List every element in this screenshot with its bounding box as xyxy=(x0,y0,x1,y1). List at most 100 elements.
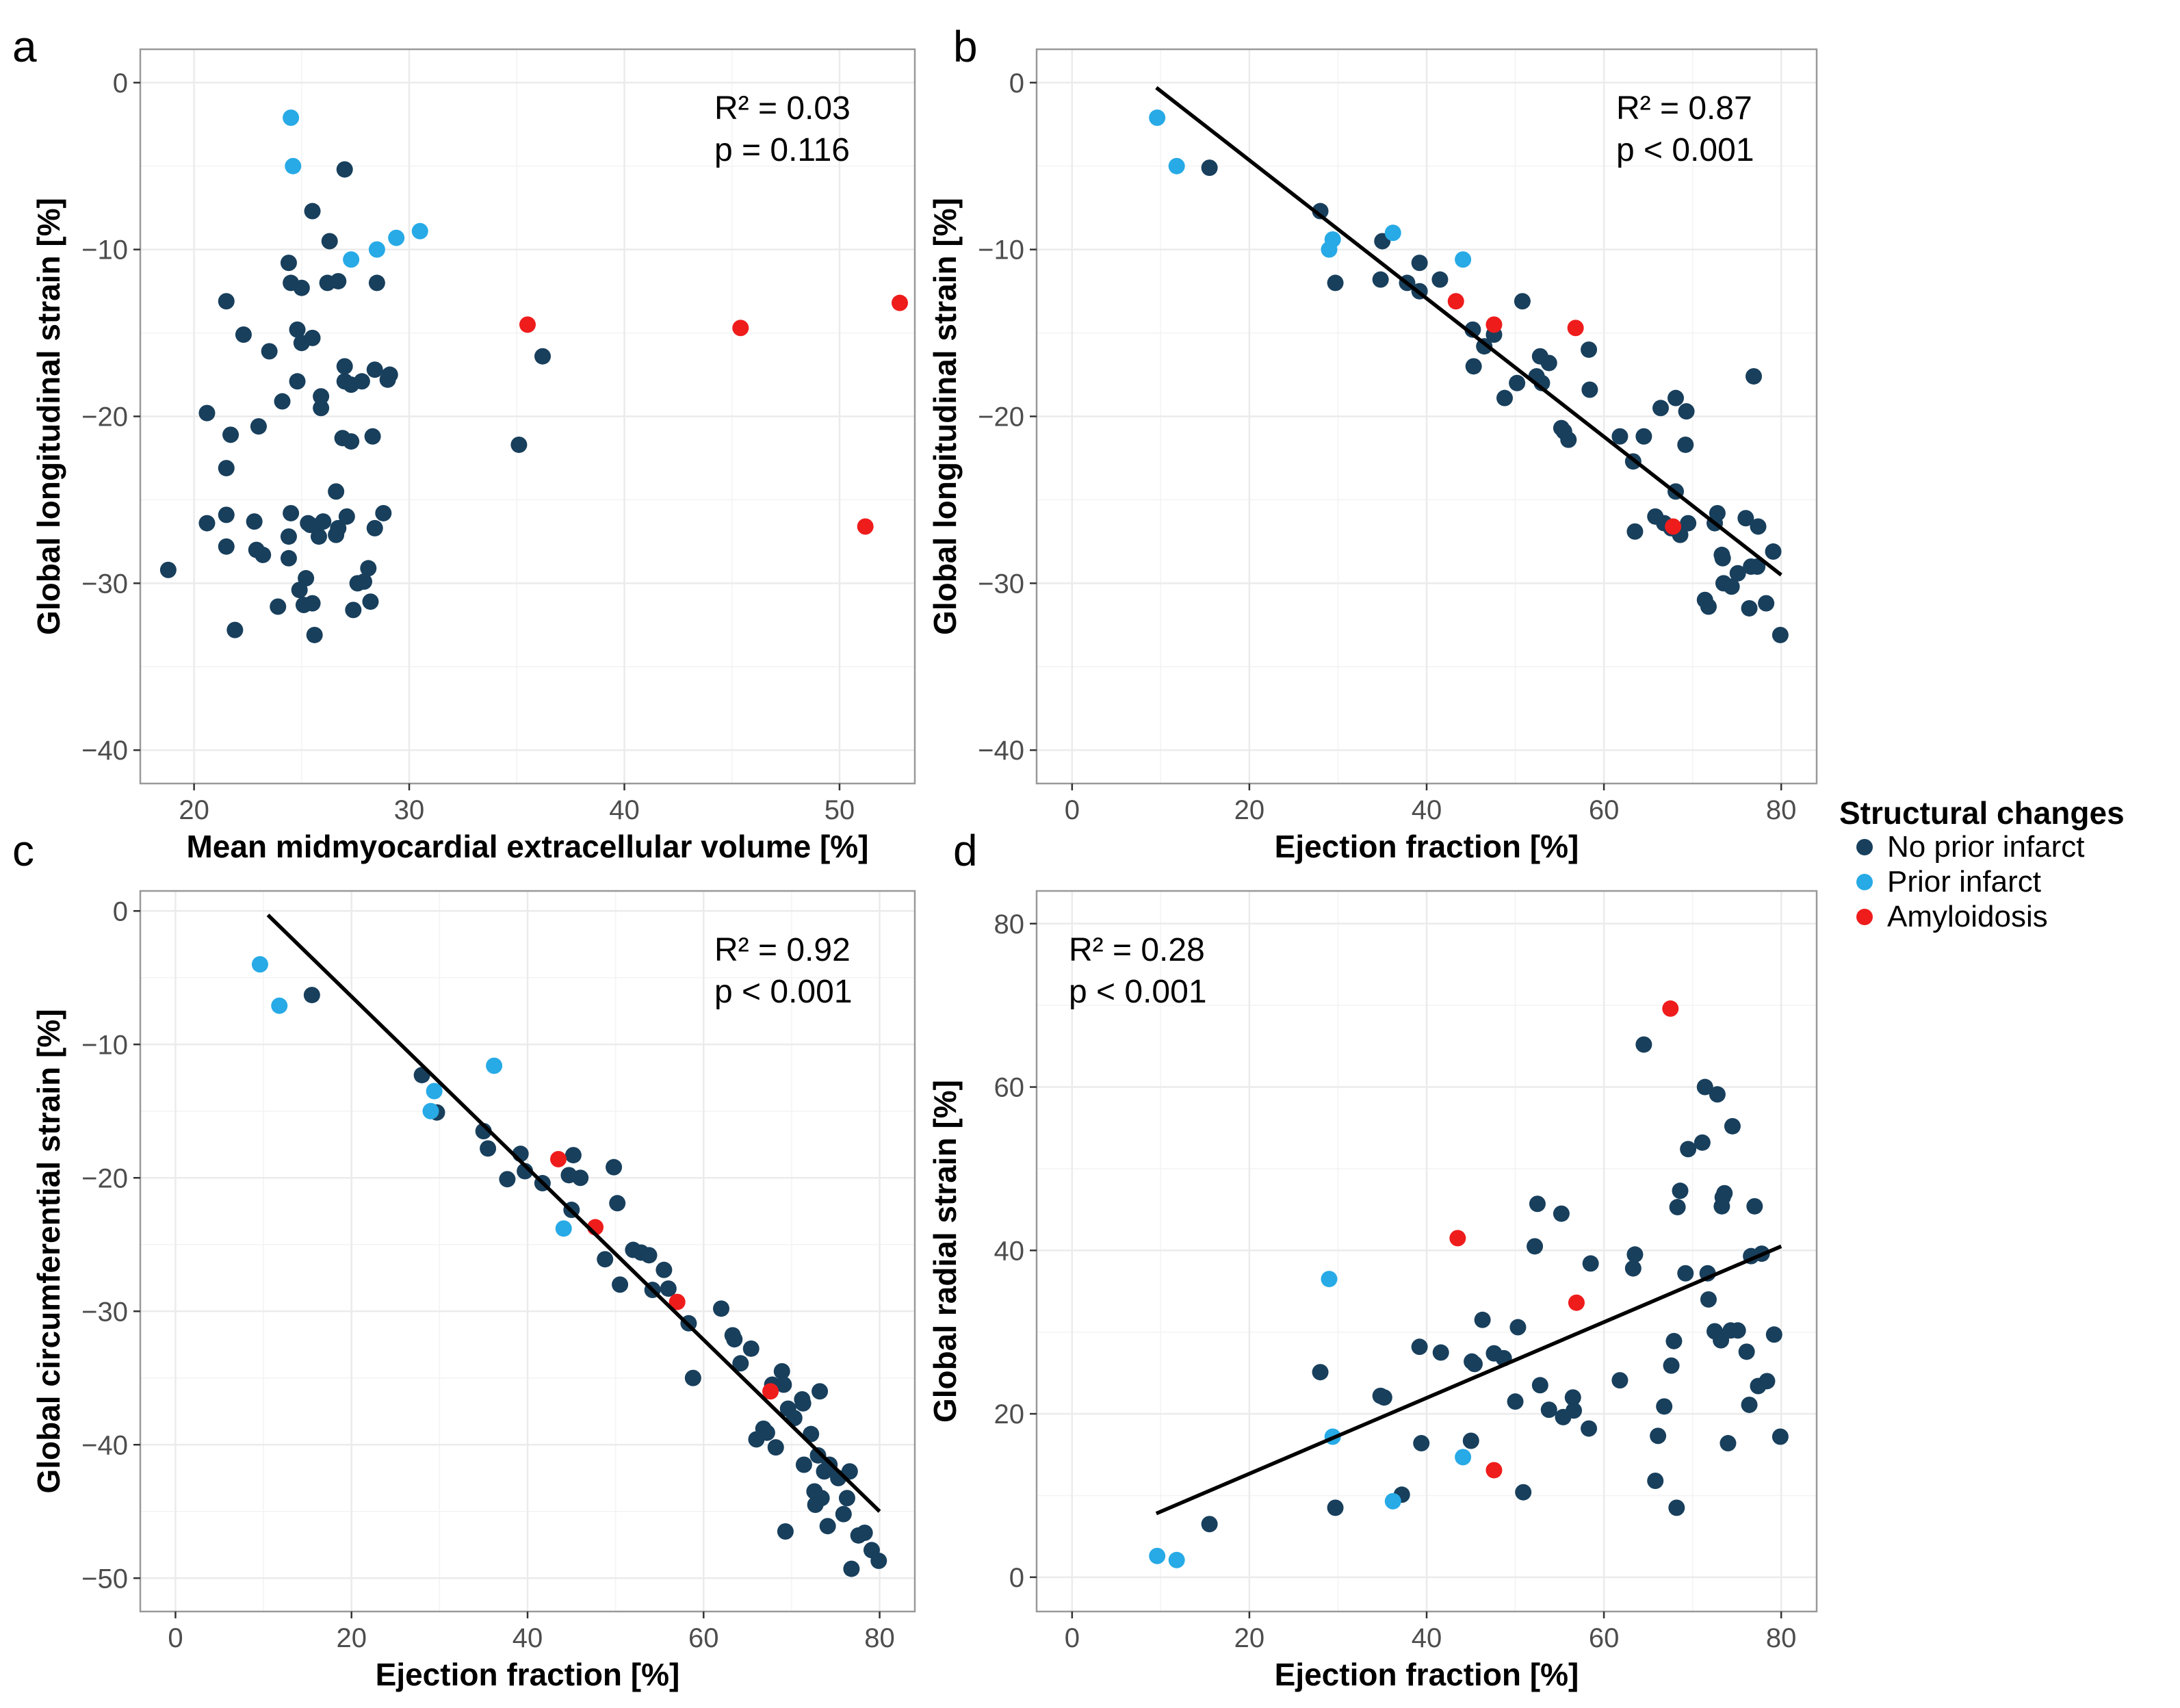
data-point-no-prior-infarct xyxy=(1668,389,1685,406)
data-point-no-prior-infarct xyxy=(343,433,360,450)
data-point-no-prior-infarct xyxy=(1696,1078,1713,1096)
x-tick-label: 0 xyxy=(1065,795,1080,825)
grid xyxy=(1037,891,1817,1612)
y-tick-label: 20 xyxy=(994,1399,1025,1429)
data-point-no-prior-infarct xyxy=(534,348,552,365)
data-point-amyloidosis xyxy=(762,1383,779,1400)
r-squared-label: R² = 0.87 xyxy=(1616,90,1752,127)
data-point-no-prior-infarct xyxy=(1375,1389,1392,1406)
data-point-no-prior-infarct xyxy=(1724,1117,1741,1135)
data-point-no-prior-infarct xyxy=(1611,428,1628,445)
x-tick-label: 0 xyxy=(1065,1623,1080,1653)
x-tick-label: 50 xyxy=(825,795,855,825)
data-point-no-prior-infarct xyxy=(280,255,297,272)
data-point-prior-infarct xyxy=(1149,109,1166,126)
x-tick-label: 40 xyxy=(512,1623,543,1653)
data-point-no-prior-infarct xyxy=(1327,1499,1344,1516)
data-point-no-prior-infarct xyxy=(1709,504,1726,521)
data-point-no-prior-infarct xyxy=(1432,1344,1449,1361)
data-point-no-prior-infarct xyxy=(364,428,381,445)
data-point-amyloidosis xyxy=(1449,1230,1466,1247)
data-point-no-prior-infarct xyxy=(835,1505,852,1523)
y-tick-label: 0 xyxy=(113,68,128,99)
data-point-no-prior-infarct xyxy=(1741,1396,1758,1413)
data-point-prior-infarct xyxy=(388,229,405,246)
x-tick-label: 20 xyxy=(1234,795,1265,825)
data-point-no-prior-infarct xyxy=(1466,1356,1483,1373)
data-point-no-prior-infarct xyxy=(606,1159,623,1176)
data-point-no-prior-infarct xyxy=(250,418,267,435)
data-point-no-prior-infarct xyxy=(510,436,528,453)
data-point-amyloidosis xyxy=(732,320,749,337)
regression-line xyxy=(266,914,881,1513)
data-point-no-prior-infarct xyxy=(218,506,235,523)
data-point-no-prior-infarct xyxy=(742,1340,760,1357)
data-point-no-prior-infarct xyxy=(684,1369,701,1386)
data-point-no-prior-infarct xyxy=(1462,1432,1479,1449)
data-point-no-prior-infarct xyxy=(218,460,235,477)
panel-letter: b xyxy=(953,22,978,71)
data-point-no-prior-infarct xyxy=(159,561,177,578)
p-value-label: p < 0.001 xyxy=(1069,974,1207,1010)
y-tick-label: 40 xyxy=(994,1236,1025,1266)
data-point-prior-infarct xyxy=(1384,1492,1401,1510)
data-point-no-prior-infarct xyxy=(1729,1322,1746,1339)
panel-a: a 20 30 40 50 0 −10 −20 −30 −40 Mean midmyocardial… xyxy=(12,22,916,864)
data-point-no-prior-infarct xyxy=(1624,1260,1642,1277)
y-axis-title: Global longitudinal strain [%] xyxy=(927,198,963,635)
data-point-no-prior-infarct xyxy=(1720,1435,1737,1452)
data-point-no-prior-infarct xyxy=(775,1376,792,1393)
data-point-no-prior-infarct xyxy=(841,1463,858,1480)
data-point-amyloidosis xyxy=(550,1150,567,1167)
data-point-no-prior-infarct xyxy=(330,519,347,536)
y-tick-label: −10 xyxy=(81,1030,128,1060)
x-tick-label: 20 xyxy=(1234,1623,1265,1653)
data-point-no-prior-infarct xyxy=(1582,1255,1599,1272)
data-point-no-prior-infarct xyxy=(1507,1393,1524,1410)
data-point-prior-infarct xyxy=(251,956,268,973)
data-point-no-prior-infarct xyxy=(313,400,330,417)
data-point-no-prior-infarct xyxy=(336,161,353,178)
data-point-no-prior-infarct xyxy=(777,1523,794,1540)
data-point-no-prior-infarct xyxy=(812,1383,829,1400)
data-point-no-prior-infarct xyxy=(660,1280,677,1297)
data-point-amyloidosis xyxy=(891,294,908,311)
x-tick-label: 30 xyxy=(394,795,425,825)
data-point-amyloidosis xyxy=(857,518,874,535)
data-point-amyloidosis xyxy=(1665,518,1682,535)
data-point-no-prior-infarct xyxy=(1540,354,1557,372)
data-point-no-prior-infarct xyxy=(1665,1332,1683,1349)
data-point-no-prior-infarct xyxy=(856,1524,873,1541)
data-point-no-prior-infarct xyxy=(360,560,377,577)
data-point-no-prior-infarct xyxy=(1677,436,1694,453)
data-point-no-prior-infarct xyxy=(843,1560,860,1577)
panel-letter: d xyxy=(953,826,978,875)
x-tick-label: 80 xyxy=(1766,1623,1797,1653)
data-point-no-prior-infarct xyxy=(1626,523,1644,540)
y-tick-label: 0 xyxy=(1009,1563,1024,1593)
data-point-no-prior-infarct xyxy=(1652,400,1669,417)
data-point-prior-infarct xyxy=(1168,157,1185,174)
data-point-no-prior-infarct xyxy=(499,1171,516,1188)
data-point-no-prior-infarct xyxy=(1650,1427,1667,1445)
y-tick-label: −30 xyxy=(978,569,1024,599)
data-point-amyloidosis xyxy=(519,316,536,333)
data-point-no-prior-infarct xyxy=(1741,599,1758,617)
data-point-no-prior-infarct xyxy=(368,274,385,292)
y-tick-label: 80 xyxy=(994,909,1025,940)
y-tick-label: −50 xyxy=(81,1564,128,1594)
grid xyxy=(140,49,915,784)
data-point-no-prior-infarct xyxy=(1496,389,1513,406)
data-point-no-prior-infarct xyxy=(353,373,370,390)
y-axis-title: Global radial strain [%] xyxy=(927,1080,963,1423)
data-point-no-prior-infarct xyxy=(1709,1086,1726,1103)
data-point-no-prior-infarct xyxy=(1669,1199,1686,1216)
data-point-no-prior-infarct xyxy=(1413,1435,1430,1452)
data-point-no-prior-infarct xyxy=(1765,543,1782,560)
data-point-prior-infarct xyxy=(285,157,302,174)
data-point-no-prior-infarct xyxy=(315,513,332,530)
data-point-no-prior-infarct xyxy=(870,1552,887,1569)
data-point-prior-infarct xyxy=(283,109,300,126)
panel-c: c 0 20 40 60 80 0 −10 −20 −30 −40 −50 Ejection fract… xyxy=(12,826,916,1692)
